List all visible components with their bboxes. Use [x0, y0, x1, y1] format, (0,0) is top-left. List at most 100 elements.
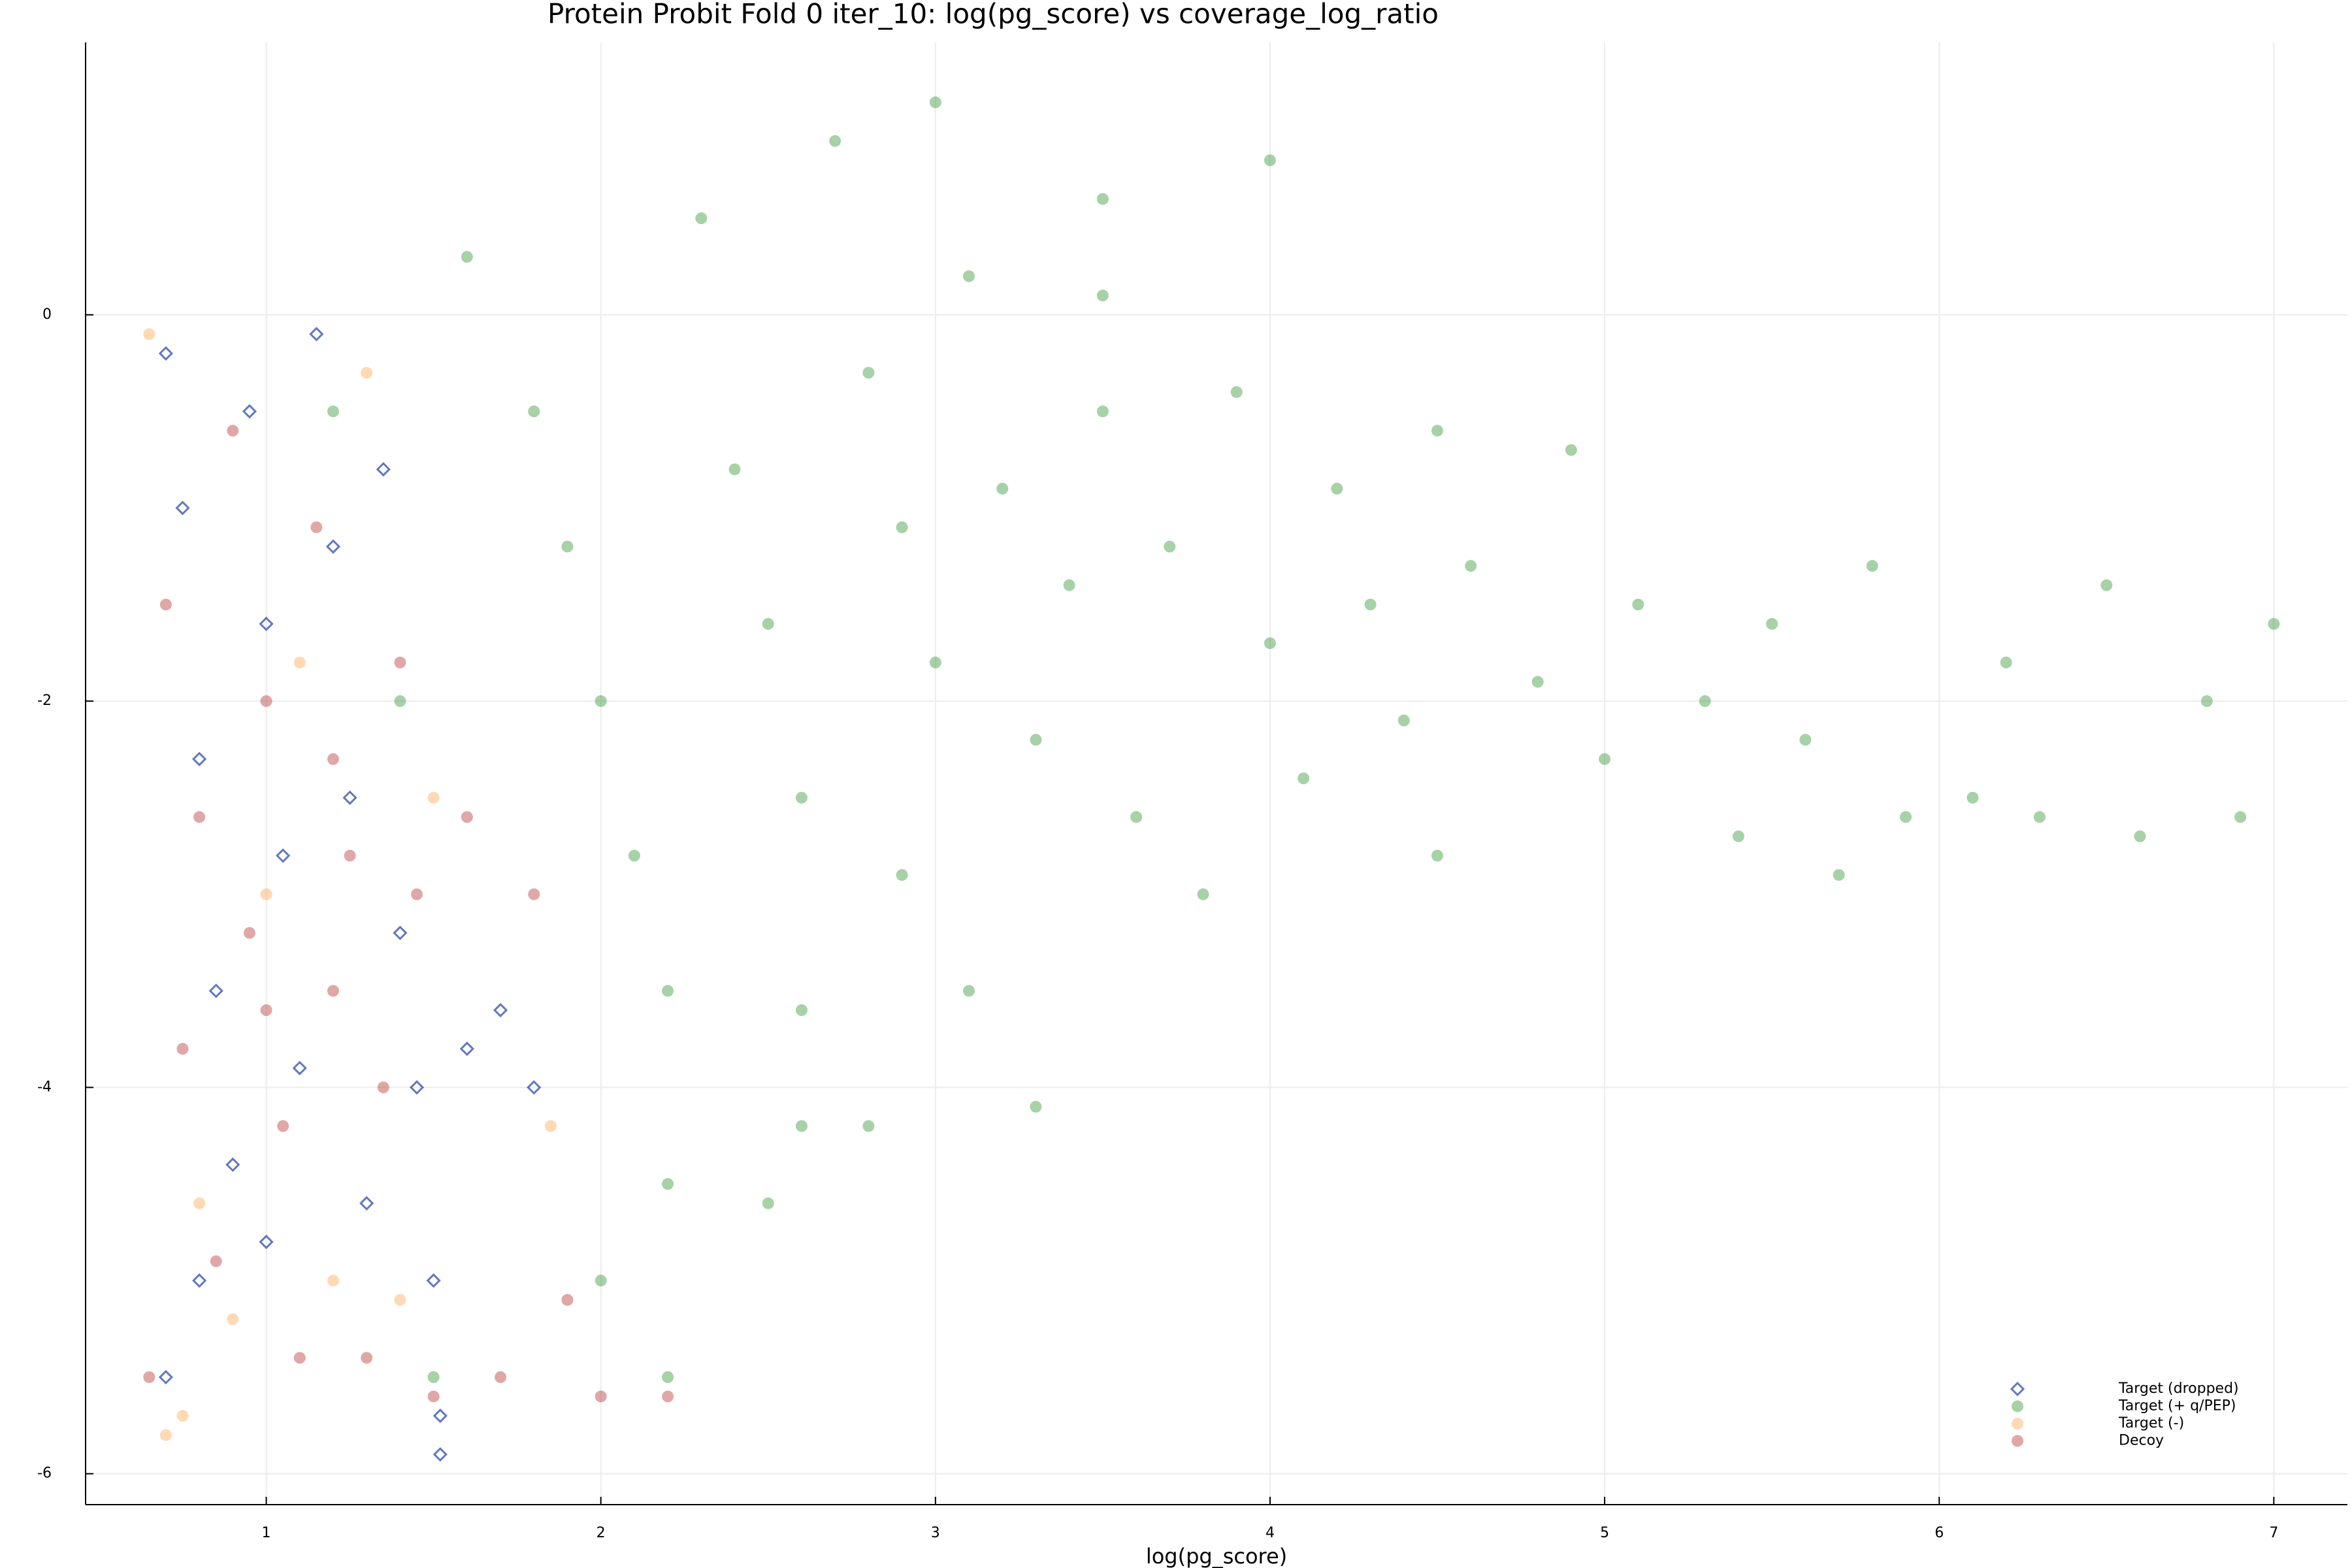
point: [1197, 888, 1209, 900]
point: [159, 598, 172, 611]
point: [193, 811, 206, 823]
point: [1632, 598, 1644, 611]
point: [1866, 560, 1878, 572]
point: [1364, 598, 1377, 611]
point: [963, 270, 975, 282]
legend-marker: [2012, 1400, 2023, 1413]
point: [528, 888, 540, 900]
point: [963, 985, 975, 997]
legend-marker: [2010, 1381, 2025, 1397]
y-tick-label: 0: [42, 306, 52, 323]
point: [762, 1197, 774, 1209]
x-tick-label: 2: [596, 1525, 606, 1541]
point: [411, 888, 423, 900]
point: [862, 1120, 875, 1132]
point: [327, 405, 339, 417]
point: [260, 695, 272, 708]
point: [159, 1429, 172, 1441]
point: [158, 346, 174, 361]
point: [461, 811, 473, 823]
point: [325, 539, 341, 554]
point: [1766, 617, 1778, 630]
point: [327, 985, 339, 997]
point: [1230, 386, 1243, 399]
point: [260, 888, 272, 900]
point: [1699, 695, 1711, 708]
point: [361, 367, 373, 379]
chart-title: Protein Probit Fold 0 iter_10: log(pg_sc…: [547, 0, 1439, 30]
point: [225, 1157, 240, 1172]
point: [544, 1120, 557, 1132]
point: [433, 1408, 448, 1424]
x-tick-label: 7: [2269, 1525, 2278, 1541]
point: [192, 1273, 207, 1288]
point: [2134, 830, 2146, 843]
point: [1967, 791, 1979, 804]
point: [461, 251, 473, 263]
point: [158, 1369, 174, 1385]
point: [309, 327, 324, 342]
legend-marker: [2012, 1435, 2023, 1447]
point: [561, 1294, 574, 1306]
point: [829, 135, 841, 147]
point: [929, 657, 941, 669]
point: [1264, 154, 1276, 167]
point: [361, 1352, 373, 1364]
x-tick-label: 5: [1600, 1525, 1609, 1541]
point: [394, 657, 406, 669]
point: [795, 1004, 808, 1017]
point: [1264, 637, 1276, 649]
y-tick-label: -2: [37, 693, 52, 709]
legend-marker: [2012, 1418, 2023, 1429]
point: [1331, 482, 1343, 495]
point: [259, 616, 274, 631]
point: [2033, 811, 2046, 823]
x-tick-label: 6: [1935, 1525, 1944, 1541]
point: [376, 462, 391, 477]
point: [1063, 579, 1075, 591]
point: [595, 1275, 607, 1287]
point: [242, 404, 257, 419]
point: [342, 790, 357, 806]
legend-label: Target (-): [2118, 1415, 2184, 1431]
point: [495, 1371, 507, 1383]
point: [896, 521, 908, 534]
x-tick-label: 4: [1266, 1525, 1275, 1541]
x-tick-label: 1: [262, 1525, 271, 1541]
point: [1531, 676, 1544, 688]
point: [2000, 657, 2012, 669]
legend-label: Target (+ q/PEP): [2118, 1398, 2236, 1414]
point: [176, 1410, 189, 1422]
point: [662, 985, 674, 997]
point: [310, 521, 323, 534]
point: [227, 1313, 239, 1326]
x-axis-label: log(pg_score): [1146, 1544, 1287, 1568]
legend-label: Target (dropped): [2118, 1380, 2239, 1397]
point: [210, 1255, 222, 1267]
point: [2268, 617, 2280, 630]
point: [243, 926, 255, 939]
point: [628, 849, 640, 862]
point: [1899, 811, 1912, 823]
point: [1030, 1100, 1042, 1113]
point: [1565, 444, 1577, 456]
point: [728, 463, 741, 476]
point: [427, 1371, 440, 1383]
point: [344, 849, 356, 862]
point: [2234, 811, 2247, 823]
point: [143, 1371, 155, 1383]
point: [795, 791, 808, 804]
point: [1397, 714, 1410, 727]
point: [1833, 869, 1845, 881]
point: [595, 695, 607, 708]
point: [1030, 734, 1042, 746]
point: [394, 1294, 406, 1306]
point: [862, 367, 875, 379]
point: [143, 328, 155, 340]
point: [427, 1390, 440, 1403]
point: [896, 869, 908, 881]
point: [695, 212, 708, 225]
point: [929, 96, 941, 108]
point: [259, 1234, 274, 1250]
